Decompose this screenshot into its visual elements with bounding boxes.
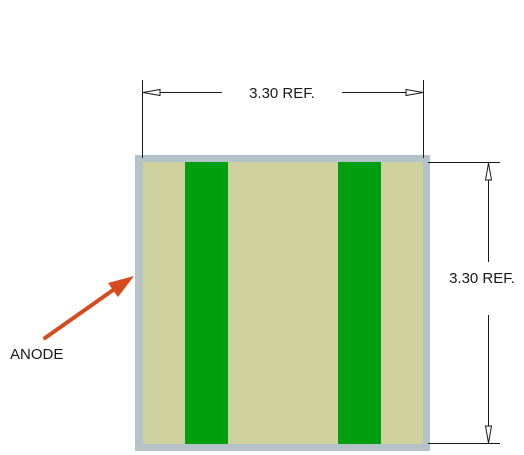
- width-arrowhead-right: [405, 88, 424, 97]
- height-arrowhead-bottom: [484, 425, 493, 444]
- width-dimension: [142, 80, 424, 158]
- height-dimension: [428, 162, 500, 444]
- package: [135, 155, 430, 451]
- anode-callout: [43, 276, 134, 340]
- anode-arrow-shaft: [43, 286, 118, 340]
- height-arrowhead-top: [484, 162, 493, 181]
- width-dimension-label: 3.30 REF.: [249, 85, 315, 102]
- width-arrowhead-left: [142, 88, 161, 97]
- left-stripe: [185, 162, 228, 444]
- height-dimension-label: 3.30 REF.: [449, 270, 515, 287]
- right-stripe: [338, 162, 381, 444]
- anode-label: ANODE: [10, 346, 63, 363]
- anode-arrow-head: [108, 276, 134, 297]
